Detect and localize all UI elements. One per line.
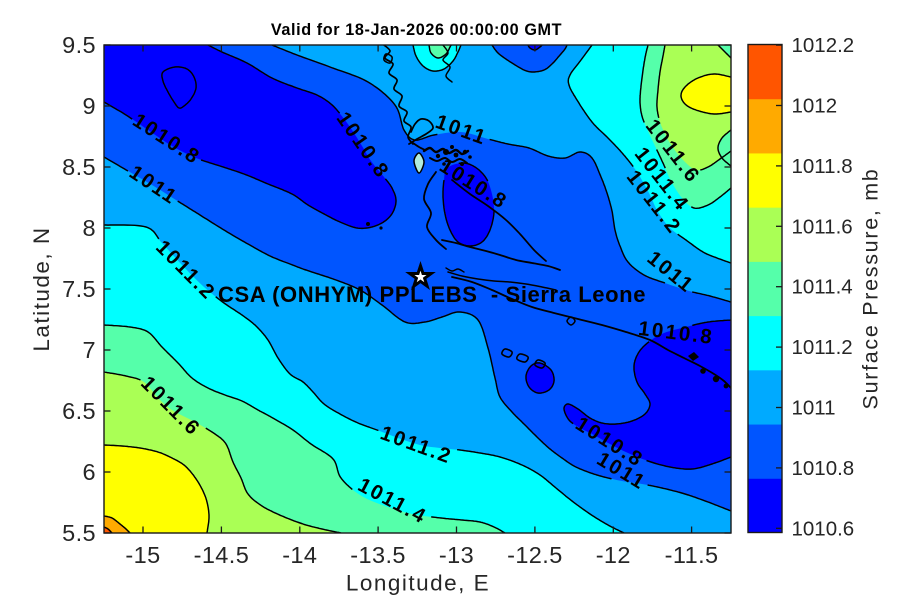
svg-text:-12: -12 xyxy=(596,542,631,568)
svg-text:1011.2: 1011.2 xyxy=(792,336,853,359)
svg-text:-15: -15 xyxy=(125,542,160,568)
svg-text:Longitude, E: Longitude, E xyxy=(346,571,490,596)
svg-text:Surface Pressure, mb: Surface Pressure, mb xyxy=(859,168,883,410)
svg-text:6.5: 6.5 xyxy=(62,398,96,424)
svg-text:-12.5: -12.5 xyxy=(507,542,563,568)
svg-text:1011.6: 1011.6 xyxy=(792,215,853,238)
svg-text:Valid for 18-Jan-2026 00:00:00: Valid for 18-Jan-2026 00:00:00 GMT xyxy=(271,21,562,39)
svg-text:9.5: 9.5 xyxy=(62,32,96,58)
svg-text:1011: 1011 xyxy=(792,397,836,420)
svg-text:CSA (ONHYM) PPL EBS - Sierra: CSA (ONHYM) PPL EBS - Sierra Leone xyxy=(218,282,646,307)
svg-text:1011.4: 1011.4 xyxy=(792,276,853,299)
svg-text:8: 8 xyxy=(83,215,96,241)
svg-text:-11.5: -11.5 xyxy=(665,542,719,568)
svg-text:9: 9 xyxy=(83,93,96,119)
svg-text:1010.8: 1010.8 xyxy=(792,457,855,480)
svg-text:-14.5: -14.5 xyxy=(194,542,250,568)
svg-text:8.5: 8.5 xyxy=(62,154,96,180)
svg-text:1011.8: 1011.8 xyxy=(792,155,853,178)
svg-text:7: 7 xyxy=(83,337,96,363)
svg-text:1012.2: 1012.2 xyxy=(792,34,855,57)
svg-text:-13: -13 xyxy=(439,542,474,568)
svg-text:1012: 1012 xyxy=(792,95,838,118)
svg-text:5.5: 5.5 xyxy=(62,520,96,546)
svg-text:7.5: 7.5 xyxy=(62,276,96,302)
svg-text:-14: -14 xyxy=(282,542,317,568)
svg-text:6: 6 xyxy=(83,459,96,485)
svg-text:-13.5: -13.5 xyxy=(350,542,406,568)
svg-text:Latitude, N: Latitude, N xyxy=(29,226,54,351)
svg-text:1010.6: 1010.6 xyxy=(792,517,855,540)
